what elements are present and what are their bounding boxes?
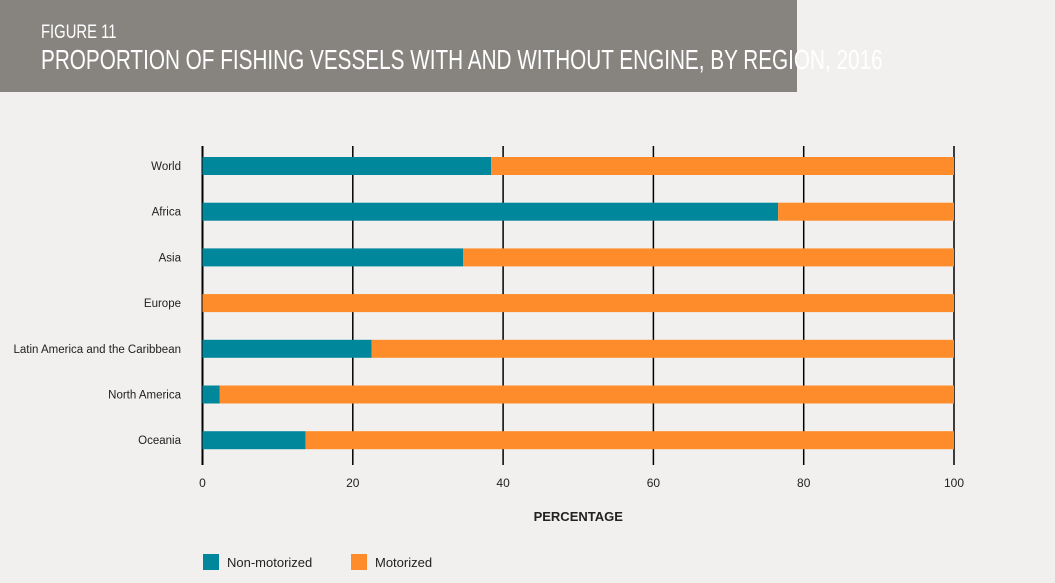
x-tick-label: 100 xyxy=(944,476,964,490)
bar-non-motorized xyxy=(202,248,464,267)
bar-non-motorized xyxy=(202,339,372,358)
bar-non-motorized xyxy=(202,202,779,221)
x-tick-label: 80 xyxy=(797,476,811,490)
category-label: Latin America and the Caribbean xyxy=(14,344,182,356)
bar-non-motorized xyxy=(202,431,306,450)
figure-number: FIGURE 11 xyxy=(41,22,117,43)
bar-non-motorized xyxy=(202,157,492,175)
x-axis-label: PERCENTAGE xyxy=(534,509,624,524)
bar-motorized xyxy=(491,157,954,175)
bar-motorized xyxy=(202,294,954,313)
bar-non-motorized xyxy=(202,385,220,404)
bar-motorized xyxy=(371,339,954,358)
chart-title: PROPORTION OF FISHING VESSELS WITH AND W… xyxy=(41,44,883,75)
bar-motorized xyxy=(463,248,954,267)
legend-label: Non-motorized xyxy=(227,555,312,570)
category-label: North America xyxy=(108,390,181,402)
category-label: World xyxy=(151,161,181,173)
bar-motorized xyxy=(305,431,954,450)
x-tick-label: 0 xyxy=(199,476,206,490)
legend-swatch xyxy=(203,554,219,570)
legend-swatch xyxy=(351,554,367,570)
bar-motorized xyxy=(778,202,954,221)
bar-motorized xyxy=(219,385,955,404)
category-label: Africa xyxy=(152,207,182,219)
category-label: Asia xyxy=(159,252,182,264)
legend-label: Motorized xyxy=(375,555,432,570)
x-tick-label: 40 xyxy=(496,476,510,490)
figure-header: FIGURE 11 PROPORTION OF FISHING VESSELS … xyxy=(0,0,883,92)
x-tick-label: 60 xyxy=(647,476,661,490)
category-label: Oceania xyxy=(138,435,181,447)
x-tick-label: 20 xyxy=(346,476,360,490)
category-label: Europe xyxy=(144,298,181,310)
